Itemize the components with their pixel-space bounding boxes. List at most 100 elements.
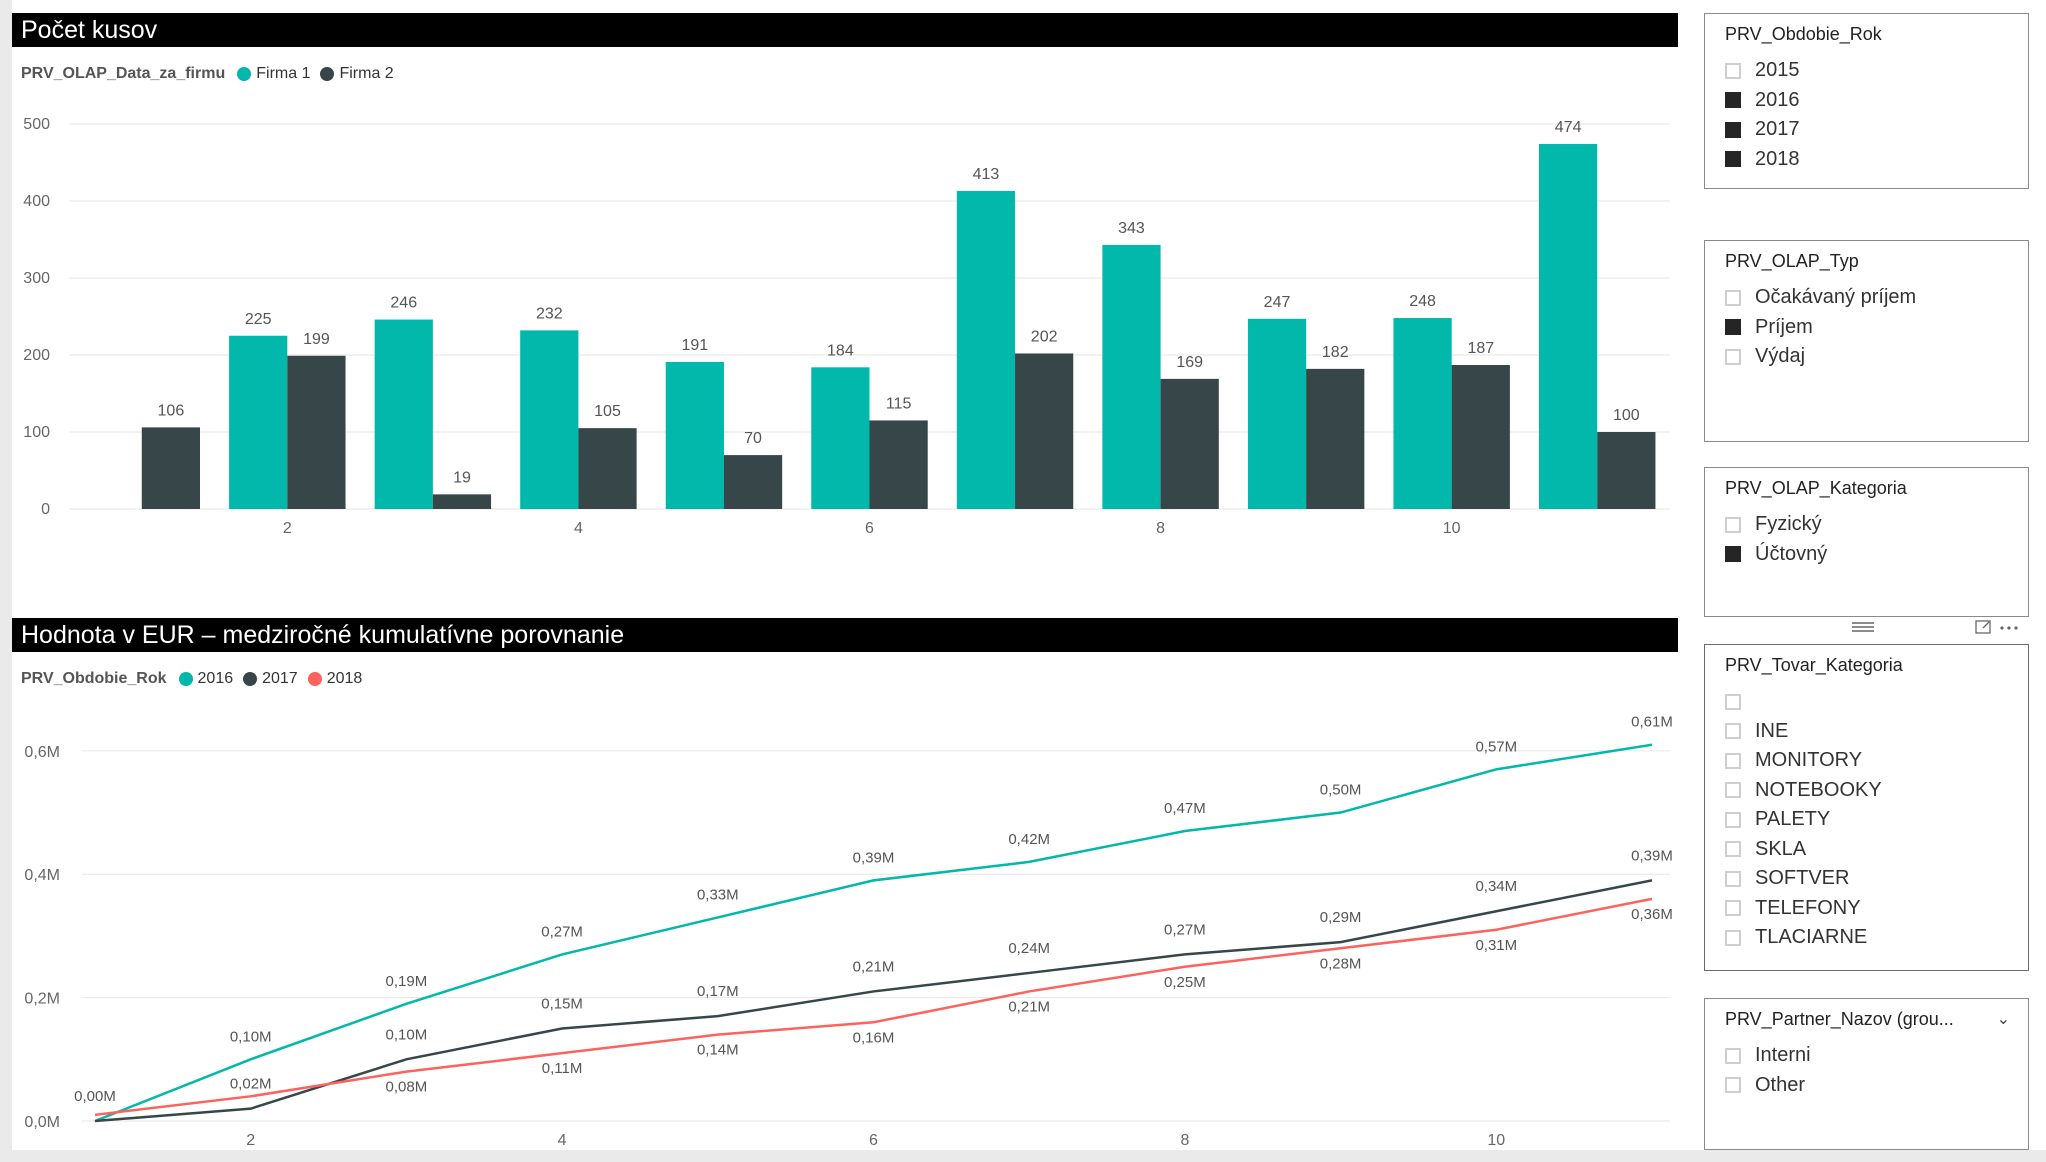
legend-label: 2018: [326, 670, 363, 687]
line-chart-visual[interactable]: Hodnota v EUR – medziročné kumulatívne p…: [12, 618, 1678, 1150]
slicer-item[interactable]: Fyzický: [1725, 510, 1827, 540]
series-line: [94, 879, 1653, 1123]
data-label: 115: [886, 395, 912, 412]
slicer-obdobie-rok[interactable]: PRV_Obdobie_Rok 2015 2016 2017 2018: [1704, 13, 2029, 189]
data-label: 0,39M: [853, 849, 895, 866]
slicer-item[interactable]: TELEFONY: [1725, 894, 1882, 924]
bar: [432, 494, 492, 509]
line-chart-plot: 0,0M 0,2M 0,4M 0,6M 0,10M 0,19M 0,27M 0,33M 0,39…: [24, 714, 1673, 1149]
data-label: 169: [1176, 354, 1203, 371]
slicer-item[interactable]: SKLA: [1725, 835, 1882, 865]
data-label: 105: [594, 403, 621, 420]
slicer-item-label: Fyzický: [1755, 513, 1822, 536]
checkbox[interactable]: [1725, 92, 1741, 109]
slicer-item[interactable]: Účtovný: [1725, 540, 1827, 570]
data-label: 0,00M: [74, 1088, 116, 1105]
slicer-item-label: Očakávaný príjem: [1755, 286, 1917, 309]
data-label: 247: [1264, 294, 1291, 311]
slicer-item[interactable]: Očakávaný príjem: [1725, 283, 1916, 313]
slicer-item[interactable]: MONITORY: [1725, 746, 1882, 776]
chevron-down-icon[interactable]: ⌄: [1996, 1011, 2010, 1028]
checkbox[interactable]: [1725, 151, 1741, 168]
bar: [374, 319, 433, 509]
checkbox[interactable]: [1725, 723, 1741, 740]
slicer-item[interactable]: 2016: [1725, 86, 1800, 116]
slicer-item[interactable]: [1725, 687, 1882, 717]
slicer-item[interactable]: 2018: [1725, 145, 1800, 175]
bar: [1451, 365, 1510, 509]
checkbox[interactable]: [1725, 929, 1741, 946]
data-label: 0,36M: [1631, 906, 1673, 923]
data-label: 182: [1322, 344, 1349, 361]
slicer-item[interactable]: INE: [1725, 717, 1882, 747]
checkbox[interactable]: [1725, 62, 1741, 79]
checkbox[interactable]: [1725, 348, 1741, 365]
checkbox[interactable]: [1725, 1047, 1741, 1064]
bar: [520, 330, 579, 509]
slicer-title: PRV_OLAP_Kategoria: [1725, 478, 1907, 498]
checkbox[interactable]: [1725, 1077, 1741, 1094]
checkbox[interactable]: [1725, 693, 1741, 710]
checkbox[interactable]: [1725, 319, 1741, 336]
x-tick-label: 6: [869, 1132, 878, 1149]
slicer-item-label: NOTEBOOKY: [1755, 778, 1882, 801]
slicer-item[interactable]: NOTEBOOKY: [1725, 776, 1882, 806]
slicer-item[interactable]: Interni: [1725, 1041, 1811, 1071]
checkbox[interactable]: [1725, 900, 1741, 917]
bar: [1247, 318, 1307, 509]
more-options-icon[interactable]: [2000, 626, 2018, 630]
slicer-item[interactable]: PALETY: [1725, 805, 1882, 835]
checkbox[interactable]: [1725, 752, 1741, 769]
checkbox[interactable]: [1725, 782, 1741, 799]
data-label: 0,29M: [1320, 909, 1362, 926]
legend-item-2016[interactable]: 2016: [178, 670, 233, 688]
slicer-item[interactable]: TLACIARNE: [1725, 923, 1882, 953]
checkbox[interactable]: [1725, 121, 1741, 138]
slicer-item[interactable]: Výdaj: [1725, 342, 1916, 372]
slicer-olap-typ[interactable]: PRV_OLAP_Typ Očakávaný príjem Príjem Výdaj: [1704, 240, 2029, 442]
x-tick-label: 2: [246, 1132, 255, 1149]
slicer-item-label: MONITORY: [1755, 749, 1863, 772]
bar: [723, 455, 783, 509]
data-label: 0,10M: [230, 1028, 272, 1045]
y-tick-label: 200: [23, 347, 50, 364]
data-label: 232: [536, 305, 563, 322]
checkbox[interactable]: [1725, 841, 1741, 858]
legend-item-firma-2[interactable]: Firma 2: [320, 65, 394, 83]
slicer-item[interactable]: 2017: [1725, 115, 1800, 145]
legend-item-2018[interactable]: 2018: [307, 670, 363, 688]
focus-mode-icon[interactable]: [1975, 620, 1991, 634]
slicer-title: PRV_Tovar_Kategoria: [1725, 655, 1903, 675]
data-label: 0,31M: [1475, 937, 1517, 954]
checkbox[interactable]: [1725, 811, 1741, 828]
slicer-item-label: SKLA: [1755, 837, 1807, 860]
slicer-item-label: TELEFONY: [1755, 896, 1861, 919]
data-label: 0,27M: [1164, 921, 1206, 938]
data-label: 70: [744, 430, 762, 447]
bar-chart-visual[interactable]: Počet kusov PRV_OLAP_Data_za_firmu Firma…: [12, 13, 1678, 593]
checkbox[interactable]: [1725, 870, 1741, 887]
checkbox[interactable]: [1725, 516, 1741, 533]
checkbox[interactable]: [1725, 289, 1741, 306]
legend-dot-icon: [237, 67, 252, 81]
slicer-item[interactable]: Príjem: [1725, 313, 1916, 343]
legend-label: Firma 1: [256, 65, 311, 82]
canvas-left-border: [0, 0, 12, 1162]
slicer-item[interactable]: 2015: [1725, 56, 1800, 86]
checkbox[interactable]: [1725, 546, 1741, 563]
y-tick-label: 0,6M: [24, 744, 60, 761]
legend-item-2017[interactable]: 2017: [243, 670, 298, 688]
slicer-tovar-kategoria[interactable]: PRV_Tovar_Kategoria INE MONITORY NOTEBOOKY…: [1704, 644, 2029, 971]
slicer-item[interactable]: SOFTVER: [1725, 864, 1882, 894]
canvas-bottom-border: [0, 1150, 2046, 1162]
slicer-partner-nazov[interactable]: PRV_Partner_Nazov (grou... ⌄ Interni Othe…: [1704, 998, 2029, 1150]
data-label: 0,19M: [386, 973, 428, 990]
bar: [1393, 318, 1452, 509]
bar: [811, 367, 870, 509]
legend-item-firma-1[interactable]: Firma 1: [237, 65, 310, 83]
slicer-item-label: 2017: [1755, 118, 1800, 141]
slicer-olap-kategoria[interactable]: PRV_OLAP_Kategoria Fyzický Účtovný: [1704, 467, 2029, 617]
slicer-item[interactable]: Other: [1725, 1071, 1811, 1101]
data-label: 0,02M: [230, 1076, 272, 1093]
